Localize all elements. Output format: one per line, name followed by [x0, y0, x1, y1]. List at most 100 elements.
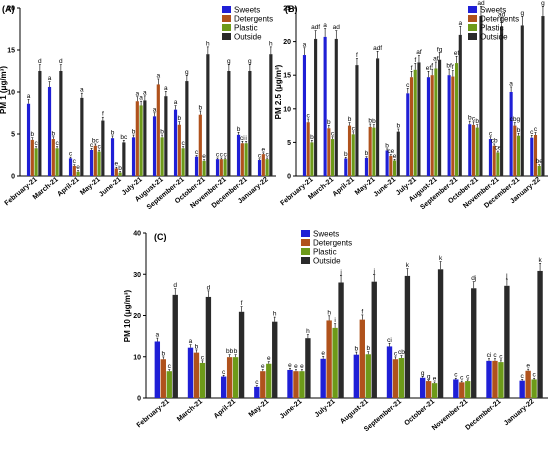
- significance-label: ce: [387, 148, 394, 155]
- bar-plastic-may-21: [266, 363, 272, 398]
- significance-label: c: [255, 379, 259, 386]
- x-tick-label: February-21: [279, 176, 314, 207]
- bar-outside-october-21: [206, 54, 210, 177]
- bar-outside-february-21: [314, 38, 318, 176]
- significance-label: c: [489, 130, 493, 137]
- y-axis-label: PM 10 (μg/m³): [123, 289, 132, 342]
- bar-plastic-august-21: [434, 68, 438, 176]
- bar-detergents-december-21: [492, 360, 498, 398]
- bar-outside-march-21: [59, 71, 63, 176]
- significance-label: j: [339, 269, 341, 276]
- significance-label: b: [517, 127, 521, 134]
- significance-label: e: [294, 363, 298, 370]
- y-tick-label: 0: [287, 174, 291, 181]
- bar-plastic-september-21: [181, 148, 185, 176]
- significance-label: f: [241, 300, 243, 307]
- bar-sweets-september-21: [173, 109, 178, 176]
- bar-plastic-august-21: [160, 137, 164, 176]
- bar-sweets-october-21: [194, 156, 199, 176]
- bar-detergents-august-21: [156, 84, 160, 176]
- bar-outside-july-21: [417, 62, 421, 176]
- significance-label: b: [198, 105, 202, 112]
- significance-label: k: [406, 262, 410, 269]
- significance-label: c: [73, 158, 77, 165]
- significance-label: c: [195, 149, 199, 156]
- bar-sweets-december-21: [486, 360, 492, 398]
- significance-label: b: [132, 129, 136, 136]
- significance-label: h: [269, 40, 273, 47]
- bar-plastic-december-21: [244, 143, 248, 176]
- bar-sweets-february-21: [26, 103, 31, 176]
- significance-label: c: [521, 373, 525, 380]
- bar-detergents-november-21: [492, 145, 496, 176]
- bar-outside-november-21: [471, 288, 477, 398]
- bar-plastic-november-21: [496, 152, 500, 176]
- significance-label: b: [355, 346, 359, 353]
- significance-label: f: [452, 64, 454, 71]
- significance-label: d: [173, 282, 177, 289]
- bar-sweets-march-21: [187, 347, 194, 398]
- legend-swatch-detergents: [468, 15, 477, 22]
- bar-outside-august-21: [438, 59, 442, 176]
- significance-label: c: [97, 144, 101, 151]
- bar-sweets-may-21: [89, 149, 94, 176]
- significance-label: c: [55, 140, 59, 147]
- significance-label: b: [365, 150, 369, 157]
- significance-label: bc: [92, 137, 100, 144]
- x-tick-label: February-21: [136, 398, 171, 429]
- y-tick-label: 10: [283, 106, 291, 113]
- bar-outside-december-21: [248, 71, 252, 176]
- significance-label: e: [433, 375, 437, 382]
- legend-swatch-outside: [468, 33, 477, 40]
- bar-plastic-october-21: [475, 127, 479, 176]
- bar-detergents-april-21: [347, 125, 352, 176]
- significance-label: a: [323, 22, 327, 29]
- bar-outside-september-21: [185, 81, 189, 176]
- significance-label: b: [396, 122, 400, 129]
- significance-label: ef: [426, 65, 432, 72]
- significance-label: f: [361, 308, 363, 315]
- x-tick-label: July-21: [314, 398, 337, 419]
- significance-label: c: [90, 142, 94, 149]
- bar-sweets-september-21: [386, 346, 393, 398]
- significance-label: c: [454, 372, 458, 379]
- bar-outside-august-21: [164, 96, 168, 176]
- bar-detergents-may-21: [368, 126, 372, 176]
- bar-outside-august-21: [371, 281, 377, 398]
- significance-label: bf: [446, 63, 452, 70]
- x-tick-label: June-21: [373, 176, 398, 198]
- bar-outside-march-21: [334, 38, 338, 176]
- significance-label: j: [373, 268, 375, 275]
- significance-label: k: [538, 257, 542, 264]
- bar-detergents-march-21: [327, 128, 331, 176]
- x-tick-label: January-22: [503, 398, 536, 427]
- legend-entry-outside: Outside: [234, 33, 262, 42]
- bar-detergents-april-21: [226, 357, 233, 398]
- significance-label: d: [38, 58, 42, 65]
- legend-swatch-detergents: [222, 15, 231, 22]
- significance-label: b: [195, 343, 199, 350]
- significance-label: fg: [437, 46, 443, 53]
- bar-detergents-november-21: [219, 159, 223, 176]
- significance-label: k: [439, 255, 443, 262]
- bar-detergents-august-21: [359, 319, 365, 398]
- bar-sweets-november-21: [453, 379, 459, 398]
- significance-label: a: [48, 75, 52, 82]
- significance-label: b: [161, 350, 165, 357]
- x-tick-label: April-21: [56, 176, 81, 198]
- bar-outside-january-22: [537, 270, 543, 398]
- legend-entry-detergents: Detergents: [480, 15, 519, 24]
- significance-label: e: [261, 146, 265, 153]
- bar-plastic-january-22: [531, 379, 537, 398]
- x-tick-label: October-21: [403, 398, 436, 427]
- bar-outside-december-21: [504, 285, 510, 398]
- bar-detergents-march-21: [193, 352, 200, 398]
- legend-swatch-sweets: [468, 6, 477, 13]
- significance-label: b: [327, 119, 331, 126]
- y-tick-label: 25: [283, 6, 291, 13]
- bar-sweets-april-21: [220, 376, 227, 398]
- significance-label: b: [111, 129, 115, 136]
- y-tick-label: 15: [7, 48, 15, 55]
